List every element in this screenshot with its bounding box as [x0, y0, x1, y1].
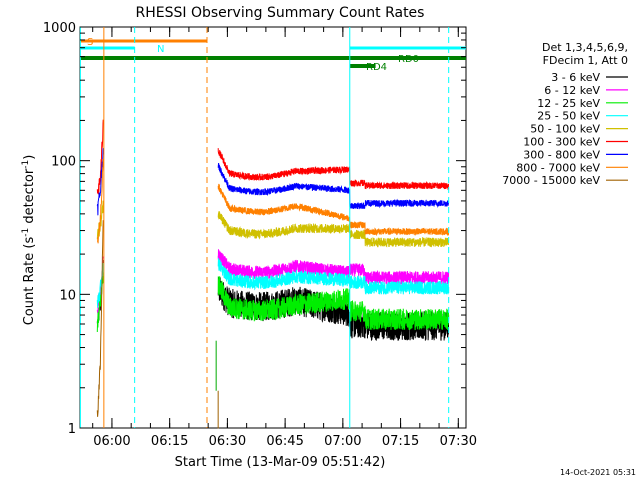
y-tick-label: 100 [51, 155, 76, 170]
x-tick-label: 06:45 [266, 434, 303, 449]
legend-header: FDecim 1, Att 0 [543, 54, 628, 67]
flag-label: RD0 [398, 54, 419, 65]
series-7000-15000-kev [96, 220, 219, 429]
y-axis-label-part: ) [22, 155, 37, 160]
flag-label: RD4 [366, 62, 387, 73]
series-800-7000-kev [97, 158, 450, 244]
legend-label: 50 - 100 keV [530, 123, 600, 136]
legend-label: 3 - 6 keV [551, 71, 600, 84]
series-line-pre [97, 158, 104, 244]
y-tick-label: 1 [68, 422, 76, 437]
legend: Det 1,3,4,5,6,9,FDecim 1, Att 0 3 - 6 keV… [502, 41, 628, 187]
legend-label: 100 - 300 keV [523, 136, 600, 149]
x-tick-label: 06:15 [151, 434, 188, 449]
x-tick-label: 06:30 [209, 434, 246, 449]
series-line-main [217, 276, 450, 331]
series-line-main [217, 183, 450, 236]
legend-label: 7000 - 15000 keV [502, 174, 600, 187]
series-line-main [217, 211, 450, 248]
flag-label: S [87, 37, 93, 48]
series-line-pre [96, 119, 104, 195]
y-tick-label: 1000 [43, 21, 76, 36]
x-tick-label: 07:15 [382, 434, 419, 449]
series-line-main [217, 163, 450, 210]
y-axis-label: Count Rate (s-1 detector-1) [21, 155, 37, 326]
series-line-pre [96, 220, 104, 417]
series-300-800-kev [96, 148, 450, 216]
legend-label: 12 - 25 keV [537, 97, 600, 110]
legend-header: Det 1,3,4,5,6,9, [542, 41, 628, 54]
legend-label: 6 - 12 keV [544, 84, 600, 97]
footer-date: 14-Oct-2021 05:31 [560, 468, 636, 477]
y-tick-label: 10 [59, 288, 76, 303]
series-line-main [217, 258, 450, 295]
flag-label: N [157, 44, 164, 55]
axis-layer: 1 10 100 1000 06:00 06:15 06:30 06:45 07:00 07:15… [43, 21, 477, 449]
chart-title: RHESSI Observing Summary Count Rates [136, 5, 425, 21]
series-line-pre [96, 148, 104, 216]
y-axis-label-sup: -1 [21, 228, 31, 237]
x-tick-label: 07:30 [440, 434, 477, 449]
series-layer [96, 119, 450, 429]
vline-layer [79, 27, 450, 428]
y-axis-label-part: detector [22, 168, 37, 228]
x-tick-label: 07:00 [324, 434, 361, 449]
series-100-300-kev [96, 119, 450, 195]
legend-label: 800 - 7000 keV [516, 161, 600, 174]
x-tick-label: 06:00 [93, 434, 130, 449]
legend-label: 300 - 800 keV [523, 148, 600, 161]
series-line-main [217, 249, 450, 285]
x-axis-label: Start Time (13-Mar-09 05:51:42) [175, 455, 386, 470]
legend-label: 25 - 50 keV [537, 110, 600, 123]
y-axis-label-sup: -1 [21, 160, 31, 169]
y-axis-label-part: Count Rate (s [22, 237, 37, 326]
flag-layer: S N RD0 RD4 [80, 37, 466, 73]
series-line-main [217, 148, 450, 191]
